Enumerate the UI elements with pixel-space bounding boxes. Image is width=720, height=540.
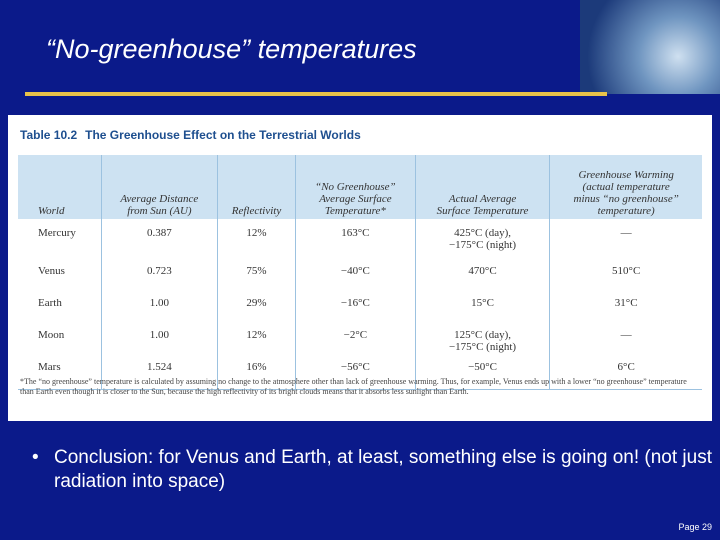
table-cell: 0.723 (100, 261, 218, 293)
table-cell: 12% (216, 219, 296, 261)
space-photo (580, 0, 720, 94)
title-rule (25, 92, 607, 96)
table-cell: 510°C (549, 261, 702, 293)
table-cell: 31°C (549, 293, 702, 325)
table-cell: Moon (38, 329, 65, 341)
table-cell: 0.387 (100, 219, 218, 261)
data-table: World Average Distance from Sun (AU) Refle… (18, 155, 702, 390)
column-header: Reflectivity (216, 155, 296, 219)
table-cell: −16°C (295, 293, 416, 325)
table-cell: −2°C (295, 325, 416, 357)
table-image: Table 10.2 The Greenhouse Effect on the T… (8, 115, 712, 421)
table-title: The Greenhouse Effect on the Terrestrial… (85, 128, 361, 142)
table-cell: 425°C (day), −175°C (night) (414, 219, 550, 261)
table-cell: 1.524 (100, 357, 218, 390)
table-cell: −56°C (295, 357, 416, 390)
table-cell: −50°C (414, 357, 550, 390)
table-caption: Table 10.2 The Greenhouse Effect on the T… (20, 128, 369, 142)
table-cell: — (549, 219, 702, 261)
column-header: Greenhouse Warming (actual temperature m… (549, 155, 702, 219)
table-cell: 16% (216, 357, 296, 390)
table-cell: 1.00 (100, 325, 218, 357)
column-header: Average Distance from Sun (AU) (100, 155, 218, 219)
column-header: Actual Average Surface Temperature (414, 155, 550, 219)
table-cell: 1.00 (100, 293, 218, 325)
table-cell: Mercury (38, 227, 76, 239)
table-cell: 470°C (414, 261, 550, 293)
column-header: “No Greenhouse” Average Surface Temperat… (295, 155, 416, 219)
table-cell: 75% (216, 261, 296, 293)
column-header: World (18, 155, 102, 219)
footnote: *The “no greenhouse” temperature is calc… (20, 377, 687, 396)
bullet: Conclusion: for Venus and Earth, at leas… (32, 446, 714, 494)
header-row: World Average Distance from Sun (AU) Refle… (18, 155, 702, 219)
slide-title: “No-greenhouse” temperatures (46, 34, 417, 64)
table-cell: — (549, 325, 702, 357)
table-cell: 29% (216, 293, 296, 325)
table-cell: −40°C (295, 261, 416, 293)
table-cell: Mars (18, 357, 102, 390)
table-cell: 6°C (549, 357, 702, 390)
table-row: Earth 1.00 29% −16°C 15°C 31°C (18, 293, 702, 325)
table-cell: 12% (216, 325, 296, 357)
table-cell: 15°C (414, 293, 550, 325)
table-cell: Earth (38, 297, 62, 309)
table-row: Mars 1.524 16% −56°C −50°C 6°C (18, 357, 702, 390)
table-cell: 163°C (295, 219, 416, 261)
table-row: Moon 1.00 12% −2°C 125°C (day), −175°C (nigh… (18, 325, 702, 357)
table-row: Mercury 0.387 12% 163°C 425°C (day), −175°C … (18, 219, 702, 261)
table-cell: Venus (38, 265, 65, 277)
page-number: Page 29 (678, 522, 712, 532)
table-row: Venus 0.723 75% −40°C 470°C 510°C (18, 261, 702, 293)
table-label: Table 10.2 (20, 128, 78, 142)
table-cell: 125°C (day), −175°C (night) (414, 325, 550, 357)
